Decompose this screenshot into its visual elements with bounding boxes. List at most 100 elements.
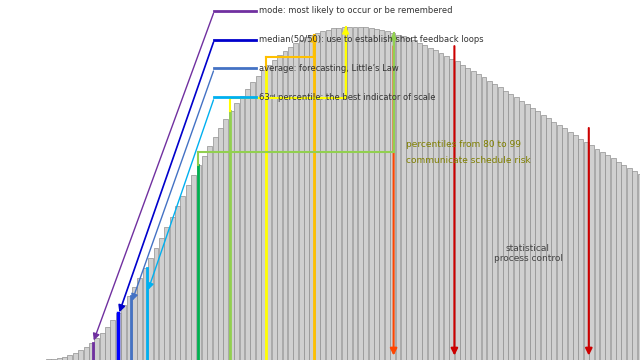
Bar — [621, 165, 627, 360]
Bar — [627, 168, 632, 360]
Bar — [385, 31, 390, 360]
Bar — [637, 174, 640, 360]
Bar — [412, 40, 417, 360]
Bar — [364, 27, 368, 360]
Bar — [503, 91, 508, 360]
Bar — [310, 35, 314, 360]
Bar — [422, 45, 428, 360]
Bar — [234, 103, 239, 360]
Bar — [380, 30, 384, 360]
Bar — [326, 30, 330, 360]
Bar — [138, 278, 142, 360]
Bar — [218, 128, 223, 360]
Bar — [331, 28, 336, 360]
Bar — [563, 129, 567, 360]
Bar — [428, 48, 433, 360]
Bar — [94, 338, 99, 360]
Bar — [358, 27, 363, 360]
Bar — [595, 149, 600, 360]
Bar — [605, 155, 610, 360]
Bar — [320, 31, 325, 360]
Bar — [449, 59, 454, 360]
Bar — [433, 50, 438, 360]
Bar — [471, 71, 476, 360]
Bar — [272, 59, 276, 360]
Bar — [250, 82, 255, 360]
Bar — [579, 139, 583, 360]
Bar — [132, 287, 137, 360]
Bar — [369, 28, 374, 360]
Bar — [315, 33, 320, 360]
Bar — [283, 51, 287, 360]
Bar — [541, 114, 546, 360]
Text: percentiles from 80 to 99: percentiles from 80 to 99 — [406, 140, 522, 149]
Bar — [304, 37, 309, 360]
Bar — [170, 217, 175, 360]
Bar — [481, 77, 486, 360]
Text: communicate schedule risk: communicate schedule risk — [406, 156, 531, 165]
Bar — [67, 355, 72, 360]
Bar — [584, 142, 589, 360]
Bar — [396, 35, 401, 360]
Bar — [530, 108, 535, 360]
Bar — [353, 27, 357, 360]
Bar — [460, 64, 465, 360]
Bar — [546, 118, 551, 360]
Bar — [239, 96, 244, 360]
Bar — [57, 358, 61, 360]
Bar — [390, 33, 395, 360]
Bar — [498, 87, 502, 360]
Bar — [573, 135, 578, 360]
Bar — [180, 196, 186, 360]
Bar — [438, 53, 444, 360]
Bar — [417, 43, 422, 360]
Bar — [46, 359, 51, 360]
Bar — [186, 185, 191, 360]
Bar — [207, 146, 212, 360]
Bar — [196, 165, 202, 360]
Bar — [454, 62, 460, 360]
Bar — [632, 171, 637, 360]
Bar — [337, 27, 341, 360]
Bar — [536, 111, 540, 360]
Text: mode: most likely to occur or be remembered: mode: most likely to occur or be remembe… — [259, 6, 452, 15]
Text: statistical
process control: statistical process control — [493, 244, 563, 263]
Bar — [212, 137, 218, 360]
Bar — [127, 296, 132, 360]
Bar — [288, 47, 293, 360]
Bar — [465, 68, 470, 360]
Bar — [611, 158, 616, 360]
Bar — [143, 268, 148, 360]
Bar — [266, 65, 271, 360]
Bar — [487, 81, 492, 360]
Bar — [105, 327, 110, 360]
Bar — [229, 111, 234, 360]
Bar — [191, 175, 196, 360]
Bar — [519, 101, 524, 360]
Bar — [347, 27, 352, 360]
Text: 63ʳᵈ percentile: the best indicator of scale: 63ʳᵈ percentile: the best indicator of s… — [259, 93, 436, 102]
Bar — [175, 206, 180, 360]
Bar — [164, 227, 169, 360]
Bar — [406, 38, 411, 360]
Bar — [148, 258, 153, 360]
Bar — [84, 347, 88, 360]
Bar — [600, 152, 605, 360]
Bar — [62, 357, 67, 360]
Bar — [121, 305, 126, 360]
Bar — [154, 248, 159, 360]
Bar — [476, 74, 481, 360]
Bar — [568, 132, 573, 360]
Text: median(50/50): use to establish short feedback loops: median(50/50): use to establish short fe… — [259, 35, 484, 44]
Bar — [277, 55, 282, 360]
Bar — [261, 70, 266, 360]
Bar — [444, 56, 449, 360]
Bar — [202, 156, 207, 360]
Bar — [293, 43, 298, 360]
Bar — [111, 320, 115, 360]
Bar — [342, 27, 347, 360]
Bar — [525, 104, 529, 360]
Bar — [223, 120, 228, 360]
Bar — [508, 94, 513, 360]
Bar — [557, 125, 562, 360]
